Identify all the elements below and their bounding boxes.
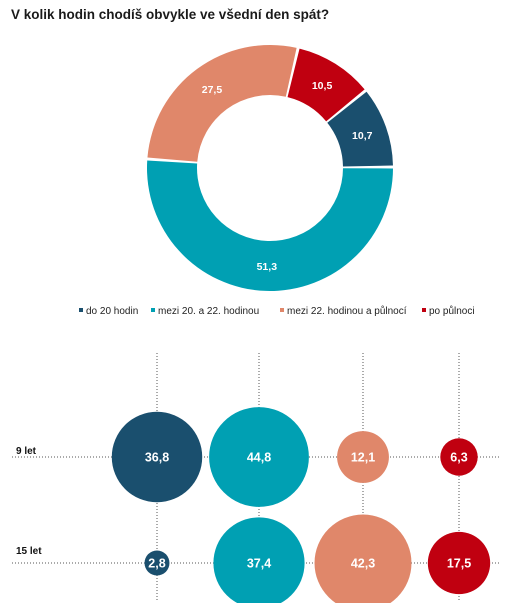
donut-value-label: 51,3 [257,261,278,273]
legend-item-do-20-hodin: do 20 hodin [86,306,138,317]
bubble-value-label: 2,8 [148,557,165,571]
bubble-9-let-mezi-22-hodinou-a-pulnoci [337,431,389,483]
row-label-9-let: 9 let [16,446,37,457]
bubble-value-label: 6,3 [450,451,467,465]
bubble-value-label: 42,3 [351,557,375,571]
bubble-9-let-mezi-20-a-22-hodinou [209,407,309,507]
bubble-value-label: 36,8 [145,451,169,465]
bubble-15-let-do-20-hodin [144,550,170,576]
donut-chart: 10,7 51,3 27,5 10,5 [146,44,393,292]
donut-slice-mezi-22-hodinou-a-pulnoci [147,44,297,162]
donut-value-label: 10,5 [312,80,333,92]
legend-swatch [79,308,83,312]
bubble-value-label: 44,8 [247,451,271,465]
bubble-value-label: 37,4 [247,557,271,571]
bubble-15-let-po-pulnoci [427,531,491,595]
bubble-9-let-po-pulnoci [440,438,478,476]
donut-slice-mezi-20-a-22-hodinou [146,160,393,292]
bubble-chart: 36,8 44,8 12,1 6,3 2,8 37,4 42,3 17,5 [111,407,491,603]
legend: do 20 hodin mezi 20. a 22. hodinou mezi 22… [79,305,475,317]
legend-item-po-pulnoci: po půlnoci [429,305,475,317]
bubble-9-let-do-20-hodin [111,411,203,503]
bubble-15-let-mezi-22-hodinou-a-pulnoci [314,514,412,603]
legend-swatch [151,308,155,312]
chart-title: V kolik hodin chodíš obvykle ve všední d… [11,7,330,22]
donut-value-label: 27,5 [202,84,223,96]
legend-swatch [280,308,284,312]
row-label-15-let: 15 let [16,546,42,557]
bubble-value-label: 12,1 [351,451,375,465]
donut-slice-do-20-hodin [327,91,393,167]
legend-swatch [422,308,426,312]
legend-item-mezi-20-a-22-hodinou: mezi 20. a 22. hodinou [158,306,259,317]
donut-value-label: 10,7 [352,130,373,142]
bubble-value-label: 17,5 [447,557,471,571]
bubble-15-let-mezi-20-a-22-hodinou [213,517,305,603]
donut-slice-po-pulnoci [287,48,365,122]
legend-item-mezi-22-hodinou-a-pulnoci: mezi 22. hodinou a půlnocí [287,305,407,317]
